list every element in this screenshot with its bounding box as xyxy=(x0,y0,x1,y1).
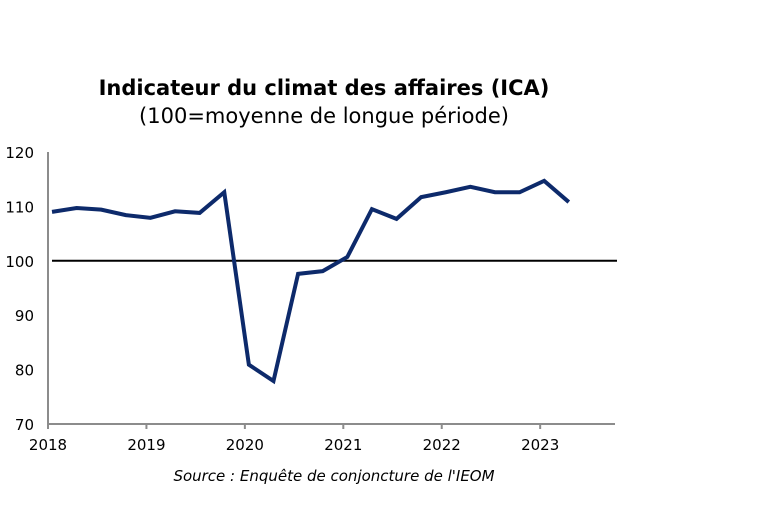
x-tick-label: 2020 xyxy=(226,436,264,454)
x-tick-label: 2019 xyxy=(127,436,165,454)
x-tick-label: 2022 xyxy=(423,436,461,454)
y-tick-label: 110 xyxy=(5,198,34,216)
x-axis-ticks: 2018 2019 2020 2021 2022 2023 xyxy=(29,424,559,454)
y-tick-label: 120 xyxy=(5,144,34,162)
y-tick-label: 70 xyxy=(15,416,34,434)
y-tick-label: 80 xyxy=(15,362,34,380)
series-layer xyxy=(51,178,571,385)
y-tick-label: 90 xyxy=(15,307,34,325)
chart-title: Indicateur du climat des affaires (ICA) xyxy=(98,76,550,100)
chart-source: Source : Enquête de conjoncture de l'IEO… xyxy=(173,467,495,485)
y-axis-ticks: 70 80 90 100 110 120 xyxy=(5,144,34,434)
y-tick-label: 100 xyxy=(5,253,34,271)
x-tick-label: 2021 xyxy=(324,436,362,454)
chart-subtitle: (100=moyenne de longue période) xyxy=(139,104,509,128)
x-tick-label: 2018 xyxy=(29,436,67,454)
x-tick-label: 2023 xyxy=(521,436,559,454)
series-line-ica xyxy=(51,178,571,385)
